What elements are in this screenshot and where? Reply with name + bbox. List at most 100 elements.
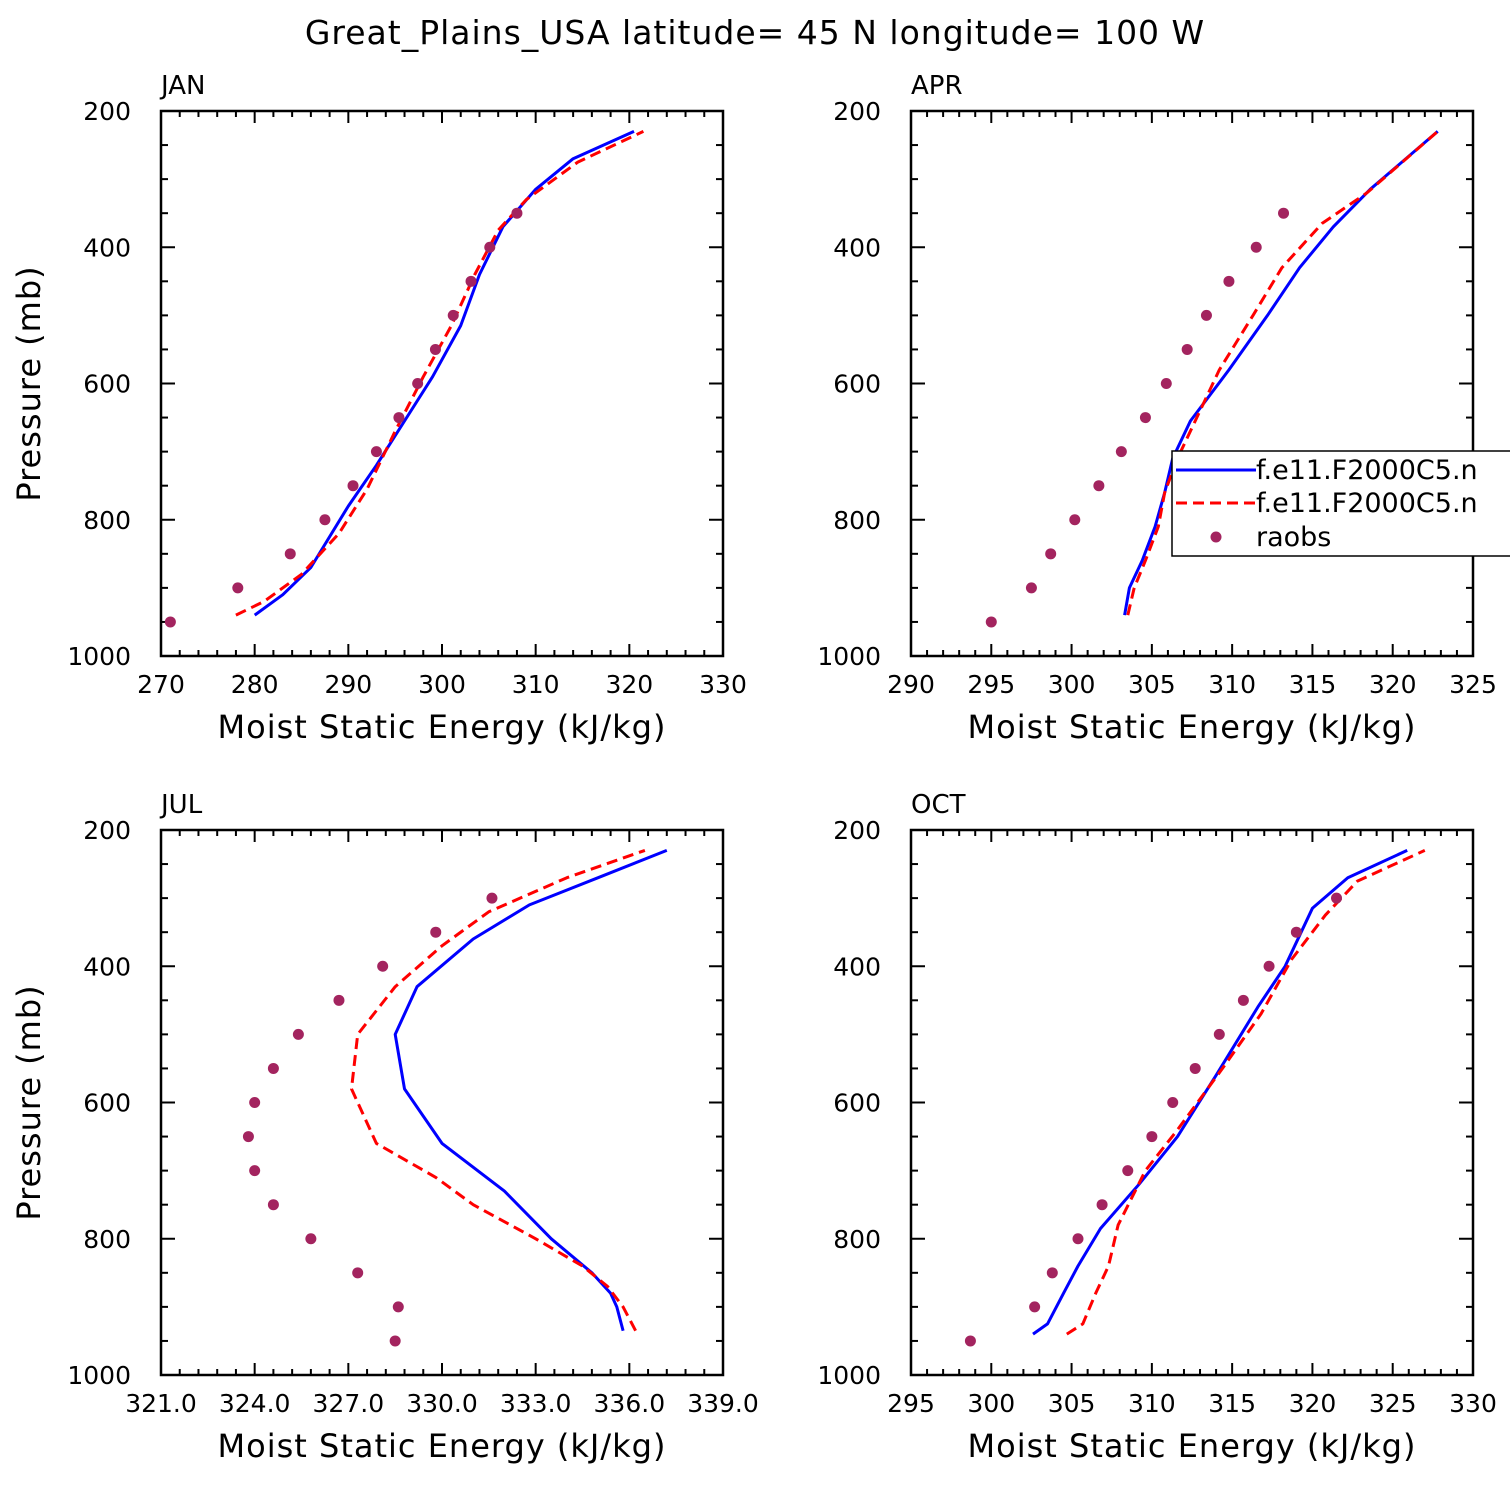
y-tick-label: 800 [833, 1225, 881, 1254]
model-line-dashed [1065, 849, 1426, 1336]
raobs-point [1290, 926, 1302, 938]
y-tick-label: 1000 [817, 1361, 881, 1390]
raobs-point [389, 1335, 401, 1347]
x-tick-label: 336.0 [594, 1389, 666, 1418]
legend-label: raobs [1256, 522, 1331, 553]
y-tick-label: 200 [83, 816, 131, 845]
plots: 270 280 290 300 310 320 330 200 400 600 800 1000 JAN… [10, 71, 1510, 1465]
y-tick-label: 600 [833, 1089, 881, 1118]
y-tick-label: 200 [83, 97, 131, 126]
raobs-point [1200, 309, 1212, 321]
x-tick-label: 321.0 [125, 1389, 197, 1418]
y-tick-label: 1000 [817, 642, 881, 671]
x-tick-label: 325 [1449, 670, 1497, 699]
raobs-point [1115, 446, 1127, 458]
panel-label: JAN [159, 71, 205, 101]
raobs-point [1093, 480, 1105, 492]
raobs-point [1189, 1062, 1201, 1074]
raobs-point [377, 960, 389, 972]
panel-apr: 290 295 300 305 310 315 320 325 200 400 600 800 1000… [817, 71, 1496, 746]
raobs-point [1025, 582, 1037, 594]
panel-label: APR [911, 71, 963, 101]
raobs-point [1139, 412, 1151, 424]
model-line-dashed [1126, 130, 1439, 616]
raobs-point [1069, 514, 1081, 526]
x-tick-label: 310 [1208, 670, 1256, 699]
raobs-point [267, 1062, 279, 1074]
raobs-point [1181, 343, 1193, 355]
raobs-point [242, 1131, 254, 1143]
x-axis-title: Moist Static Energy (kJ/kg) [968, 1427, 1417, 1465]
raobs-point [352, 1267, 364, 1279]
raobs-point [465, 275, 477, 287]
raobs-point [511, 207, 523, 219]
x-tick-label: 290 [324, 670, 372, 699]
plot-frame [909, 828, 1475, 1377]
x-tick-label: 339.0 [687, 1389, 759, 1418]
legend-label: f.e11.F2000C5.n [1256, 455, 1478, 486]
raobs-point [1250, 241, 1262, 253]
raobs-point [305, 1233, 317, 1245]
y-tick-label: 1000 [67, 1361, 131, 1390]
panel-jul: 321.0 324.0 327.0 330.0 333.0 336.0 339.0 200 40… [10, 790, 759, 1465]
x-tick-label: 305 [1128, 670, 1176, 699]
raobs-point [333, 994, 345, 1006]
model-line-solid [1032, 849, 1408, 1336]
model-line-solid [1123, 130, 1439, 616]
raobs-point [1072, 1233, 1084, 1245]
y-tick-label: 800 [83, 506, 131, 535]
model-line-dashed [350, 848, 646, 1332]
y-axis-title: Pressure (mb) [10, 265, 48, 501]
x-tick-label: 327.0 [313, 1389, 385, 1418]
raobs-point [393, 412, 405, 424]
raobs-point [1263, 960, 1275, 972]
raobs-point [164, 616, 176, 628]
x-tick-label: 300 [1048, 670, 1096, 699]
plot-frame [159, 109, 725, 658]
raobs-point [1160, 378, 1172, 389]
raobs-point [430, 926, 442, 938]
x-tick-label: 330.0 [406, 1389, 478, 1418]
y-tick-label: 600 [83, 1089, 131, 1118]
y-axis-title: Pressure (mb) [10, 984, 48, 1220]
raobs-point [1046, 1267, 1058, 1279]
model-line-dashed [235, 130, 645, 617]
x-tick-label: 320 [605, 670, 653, 699]
x-tick-label: 330 [699, 670, 747, 699]
raobs-point [347, 480, 359, 492]
raobs-point [964, 1335, 976, 1347]
raobs-point [1237, 994, 1249, 1006]
x-axis-title: Moist Static Energy (kJ/kg) [218, 1427, 667, 1465]
x-tick-label: 330 [1449, 1389, 1497, 1418]
x-tick-label: 280 [231, 670, 279, 699]
raobs-point [267, 1199, 279, 1211]
x-tick-label: 305 [1048, 1389, 1096, 1418]
x-tick-label: 320 [1289, 1389, 1337, 1418]
raobs-point [370, 446, 382, 458]
raobs-point [484, 241, 496, 253]
y-tick-label: 400 [833, 952, 881, 981]
model-line-solid [253, 130, 635, 617]
raobs-point [447, 309, 459, 321]
x-tick-label: 325 [1369, 1389, 1417, 1418]
plot-frame [159, 828, 725, 1377]
x-tick-label: 333.0 [500, 1389, 572, 1418]
x-tick-label: 310 [1128, 1389, 1176, 1418]
x-tick-label: 310 [512, 670, 560, 699]
y-tick-label: 800 [83, 1225, 131, 1254]
raobs-point [1167, 1097, 1179, 1108]
x-tick-label: 300 [967, 1389, 1015, 1418]
y-tick-label: 800 [833, 506, 881, 535]
raobs-point [1331, 892, 1343, 904]
y-tick-label: 400 [83, 952, 131, 981]
raobs-point [292, 1028, 304, 1040]
raobs-point [985, 616, 997, 628]
x-tick-label: 315 [1289, 670, 1337, 699]
panel-label: OCT [911, 790, 966, 820]
raobs-point [249, 1097, 261, 1108]
x-tick-label: 324.0 [219, 1389, 291, 1418]
legend-marker [1210, 531, 1222, 543]
legend-label: f.e11.F2000C5.n [1256, 488, 1478, 519]
x-tick-label: 295 [887, 1389, 935, 1418]
